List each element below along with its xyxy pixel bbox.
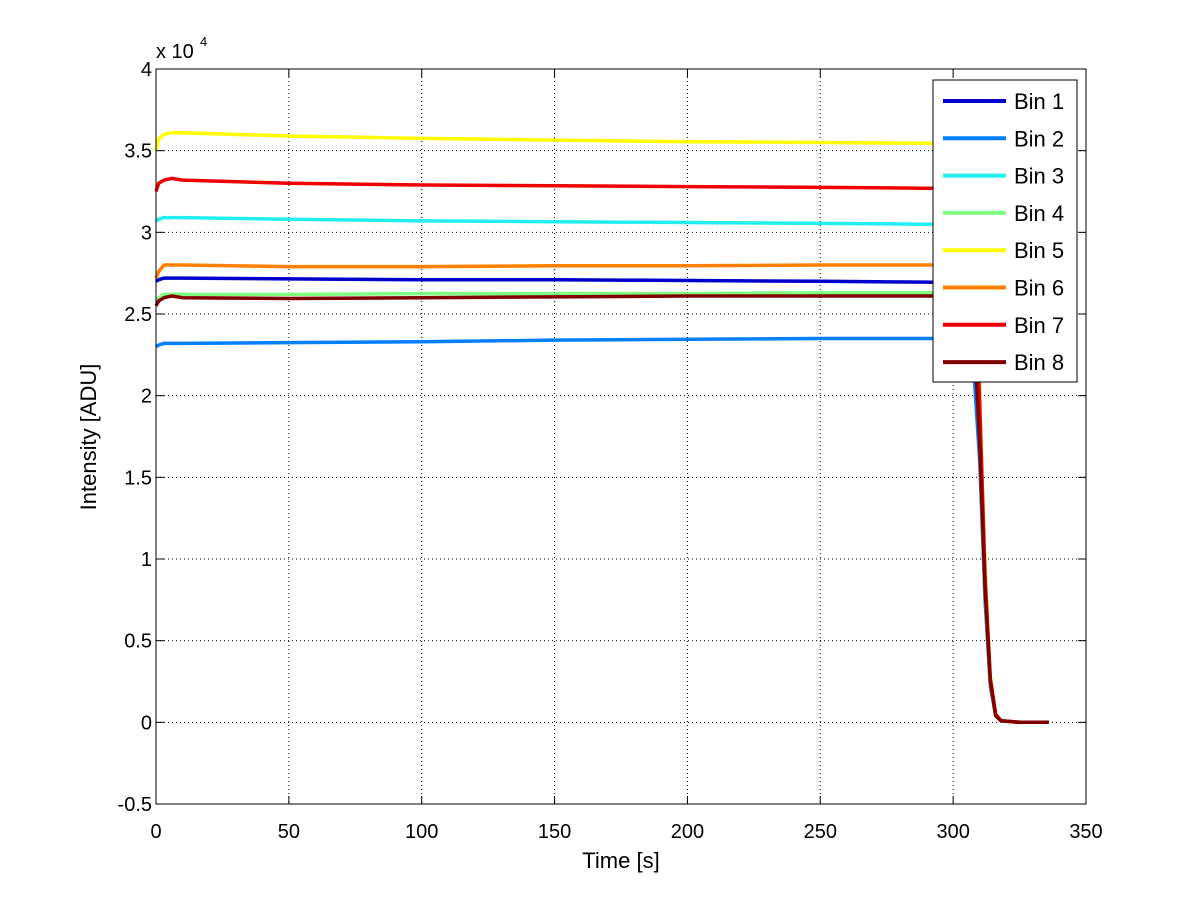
axes-box [155, 68, 1087, 805]
legend: Bin 1 Bin 2 Bin 3 Bin 4 Bin 5 Bin 6 Bin 7 Bin 8 [932, 79, 1078, 383]
x-tick-label: 350 [1069, 821, 1102, 843]
x-tick-labels: 0 50 100 150 200 250 300 350 [150, 821, 1102, 843]
legend-label-bin-1: Bin 1 [1014, 89, 1064, 114]
legend-label-bin-4: Bin 4 [1014, 201, 1064, 226]
legend-label-bin-5: Bin 5 [1014, 238, 1064, 263]
plot-area [156, 69, 1086, 804]
y-tick-label: 3 [141, 222, 152, 244]
y-multiplier-label: x 10 [156, 41, 194, 63]
y-tick-label: 2 [141, 386, 152, 408]
series-layer [154, 130, 1049, 725]
x-tick-label: 50 [278, 821, 300, 843]
x-tick-label: 250 [804, 821, 837, 843]
y-tick-labels: -0.5 0 0.5 1 1.5 2 2.5 3 3.5 4 [118, 59, 152, 816]
ticks [155, 68, 1087, 805]
y-axis-label: Intensity [ADU] [76, 364, 101, 511]
legend-label-bin-3: Bin 3 [1014, 164, 1064, 189]
x-axis-label: Time [s] [582, 848, 659, 873]
y-tick-label: 0.5 [124, 631, 152, 653]
x-tick-label: 100 [405, 821, 438, 843]
x-tick-label: 0 [150, 821, 161, 843]
legend-box [932, 79, 1078, 383]
y-tick-label: 4 [141, 59, 152, 81]
y-tick-label: 2.5 [124, 304, 152, 326]
x-tick-label: 150 [538, 821, 571, 843]
legend-label-bin-8: Bin 8 [1014, 350, 1064, 375]
y-tick-label: 3.5 [124, 141, 152, 163]
x-tick-label: 200 [671, 821, 704, 843]
legend-label-bin-2: Bin 2 [1014, 126, 1064, 151]
legend-label-bin-7: Bin 7 [1014, 313, 1064, 338]
y-tick-label: 0 [141, 712, 152, 734]
y-tick-label: 1 [141, 549, 152, 571]
grid [156, 69, 1086, 804]
y-tick-label: 1.5 [124, 467, 152, 489]
legend-label-bin-6: Bin 6 [1014, 276, 1064, 301]
y-tick-label: -0.5 [118, 794, 152, 816]
y-multiplier-exponent: 4 [200, 34, 207, 49]
x-tick-label: 300 [936, 821, 969, 843]
series-line-bin-8 [154, 294, 1049, 725]
